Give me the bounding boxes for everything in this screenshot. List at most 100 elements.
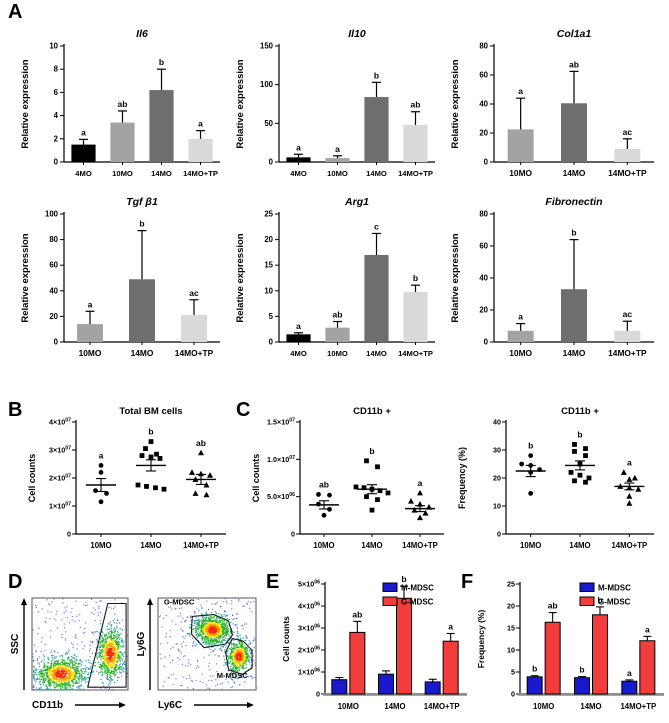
x-category-label: 14MO+TP xyxy=(398,349,433,358)
y-axis-label: Ly6G xyxy=(136,631,147,656)
bar-G-MDSC-14MO+TP xyxy=(639,640,656,695)
bar-4MO xyxy=(286,334,311,342)
sig-letter: a xyxy=(418,478,423,488)
x-category-label: 14MO+TP xyxy=(611,541,647,550)
x-axis-arrow xyxy=(119,702,126,708)
sig-letter: a xyxy=(99,450,104,460)
bar-14MO+TP xyxy=(181,315,207,342)
panel-label-f: F xyxy=(461,571,474,593)
x-category-label: 4MO xyxy=(290,349,307,358)
gate-cd11b xyxy=(87,602,127,688)
bar-14MO xyxy=(561,103,587,162)
sig-letter: b xyxy=(401,576,406,584)
x-category-label: 10MO xyxy=(520,541,541,550)
chart-mdsc-counts: Cell counts 0 1×1006 2×1006 3×1006 4×1006 5×10… xyxy=(281,574,469,722)
y-tick-label: 0 xyxy=(269,338,274,347)
y-tick-label: 3×1007 xyxy=(49,446,71,455)
gate-label-M-MDSC: M-MDSC xyxy=(217,671,248,680)
sig-letter: a xyxy=(335,144,340,154)
y-tick-label: 20 xyxy=(49,312,58,321)
x-category-label: 14MO+TP xyxy=(424,702,460,711)
bar-4MO xyxy=(286,157,311,162)
x-category-label: 10MO xyxy=(327,169,348,178)
x-axis-arrow xyxy=(247,702,254,708)
x-category-label: 4MO xyxy=(290,169,307,178)
sig-letter: b xyxy=(369,446,374,456)
x-category-label: 14MO xyxy=(580,702,601,711)
legend-label: M-MDSC xyxy=(598,584,631,593)
bar-14MO+TP xyxy=(188,138,213,162)
bar-14MO xyxy=(561,289,587,342)
y-tick-label: 5×1006 xyxy=(298,580,320,589)
sig-letter: b xyxy=(528,441,533,451)
y-tick-label: 15 xyxy=(264,261,273,270)
legend-label: G-MDSC xyxy=(401,598,434,607)
panel-label-a: A xyxy=(8,1,23,23)
y-tick-label: 0 xyxy=(511,690,515,699)
y-tick-label: 5 xyxy=(511,668,515,677)
y-tick-label: 0 xyxy=(269,158,274,167)
bar-10MO xyxy=(507,129,534,162)
sig-letter: ab xyxy=(196,438,206,448)
legend-swatch-G-MDSC xyxy=(579,596,595,606)
chart-title: Arg1 xyxy=(344,196,369,208)
chart-mdsc-freq: Frequency (%) 0 5 10 15 20 25 b ab 10MO b b 14MO a a 14… xyxy=(476,576,666,722)
sig-letter: a xyxy=(296,142,301,152)
chart-title: Col1a1 xyxy=(557,28,592,40)
chart-col1a1: Col1a1 Relative expression 0 20 40 60 80 a 10MO a… xyxy=(448,24,662,190)
x-category-label: 14MO+TP xyxy=(398,169,433,178)
bar-14MO+TP xyxy=(403,124,428,162)
x-category-label: 14MO xyxy=(563,348,586,358)
flow-svg-flow-cd11b: SSC CD11b xyxy=(10,597,129,711)
bar-G-MDSC-14MO xyxy=(592,614,608,695)
y-axis-label: Relative expression xyxy=(20,59,31,148)
flow-plot-ly6c-ly6g: G-MDSC M-MDSC Ly6G Ly6C xyxy=(134,594,258,720)
y-tick-label: 1.5×1007 xyxy=(267,418,295,427)
sig-letter: a xyxy=(518,312,523,322)
y-tick-label: 150 xyxy=(260,42,274,51)
panel-label-e: E xyxy=(266,571,280,593)
bar-M-MDSC-14MO+TP xyxy=(621,680,638,695)
y-tick-label: 0 xyxy=(484,158,489,167)
y-tick-label: 25 xyxy=(507,580,515,589)
chart-svg-col1a1: Col1a1 Relative expression 0 20 40 60 80 a 10MO a… xyxy=(450,28,654,178)
y-tick-label: 5.0×1006 xyxy=(267,492,295,501)
y-tick-label: 0 xyxy=(54,158,59,167)
y-tick-label: 30 xyxy=(493,446,501,455)
sig-letter: b xyxy=(159,57,164,67)
chart-title: Tgf β1 xyxy=(126,196,158,208)
y-tick-label: 50 xyxy=(264,119,273,128)
chart-il10: Il10 Relative expression 0 50 100 150 a 4MO a 10M… xyxy=(233,24,443,190)
y-tick-label: 20 xyxy=(479,306,488,315)
bar-4MO xyxy=(71,144,96,162)
y-tick-label: 1.0×1007 xyxy=(267,455,295,464)
bar-14MO+TP xyxy=(614,330,641,342)
sig-letter: ac xyxy=(189,288,199,298)
y-tick-label: 15 xyxy=(507,624,515,633)
y-axis-label: Relative expression xyxy=(20,233,31,322)
y-tick-label: 6 xyxy=(54,88,59,97)
y-tick-label: 0 xyxy=(497,530,501,539)
y-axis-arrow xyxy=(147,598,153,605)
x-category-label: 14MO+TP xyxy=(620,702,656,711)
y-tick-label: 40 xyxy=(493,418,501,427)
y-axis-label: Relative expression xyxy=(235,59,246,148)
x-category-label: 14MO+TP xyxy=(183,169,218,178)
chart-svg-fibronectin: Fibronectin Relative expression 0 20 40 60 80 a… xyxy=(450,196,654,358)
bar-14MO xyxy=(364,254,389,342)
sig-letter: ab xyxy=(352,609,362,619)
x-category-label: 14MO+TP xyxy=(608,348,647,358)
x-category-label: 14MO xyxy=(366,169,387,178)
y-tick-label: 3×1006 xyxy=(298,624,320,633)
bar-M-MDSC-14MO+TP xyxy=(424,681,441,695)
y-tick-label: 0 xyxy=(291,530,295,539)
sig-letter: ab xyxy=(319,479,329,489)
sig-letter: c xyxy=(374,221,379,231)
y-tick-label: 100 xyxy=(45,210,59,219)
x-category-label: 14MO+TP xyxy=(183,541,219,550)
x-category-label: 14MO xyxy=(140,541,161,550)
y-tick-label: 5 xyxy=(269,312,274,321)
chart-svg-il6: Il6 Relative expression 0 2 4 6 8 10 a 4MO ab 10MO b… xyxy=(20,28,220,178)
sig-letter: b xyxy=(577,429,582,439)
sig-letter: b xyxy=(571,228,576,238)
